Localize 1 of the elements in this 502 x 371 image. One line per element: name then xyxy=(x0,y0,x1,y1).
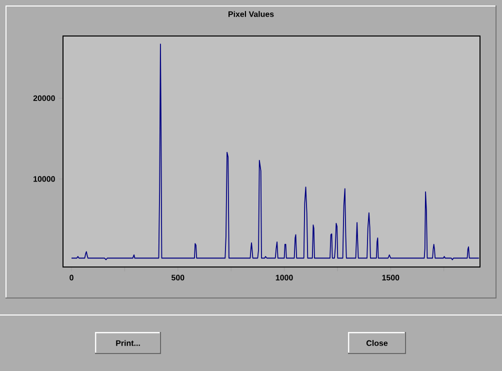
line-series xyxy=(71,44,480,260)
